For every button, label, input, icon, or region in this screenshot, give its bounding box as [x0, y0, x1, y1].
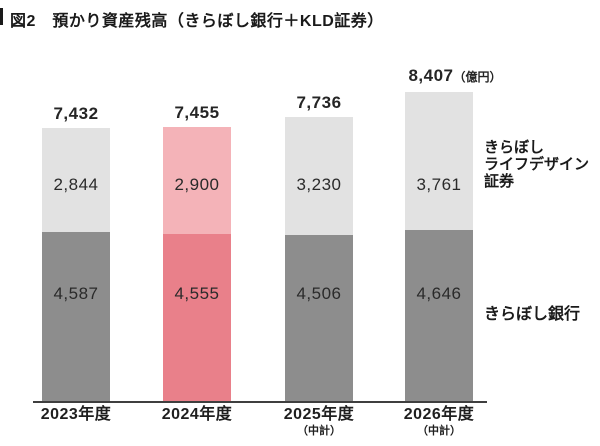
securities-value-label: 2,900	[174, 175, 220, 194]
securities-value-label: 2,844	[53, 175, 99, 194]
securities-value-label: 3,761	[416, 175, 462, 194]
bar-segment-securities	[163, 126, 231, 234]
legend-securities-line1: きらぼし	[484, 139, 545, 156]
total-label: 8,407（億円）	[408, 67, 501, 86]
bar-segment-securities	[285, 116, 353, 236]
bar-segment-bank	[163, 233, 231, 401]
bar-segment-bank	[42, 232, 110, 401]
securities-value-label: 3,230	[296, 175, 342, 194]
x-axis-label-2026: 2026年度	[403, 406, 475, 423]
x-axis-label-2024: 2024年度	[161, 406, 233, 423]
total-label: 7,455	[174, 102, 220, 122]
bar-segment-securities	[42, 127, 110, 233]
bar-column-2026: 8,407（億円） 3,761 4,646 2026年度 （中計）	[403, 0, 502, 446]
bank-value-label: 4,646	[416, 284, 462, 303]
unit-label: （億円）	[453, 69, 502, 84]
bar-segment-bank	[405, 230, 473, 401]
page-title: 図2 預かり資産残高（きらぼし銀行＋KLD証券）	[10, 13, 384, 30]
total-label: 7,432	[53, 103, 99, 123]
bar-column-2023: 7,432 2,844 4,587 2023年度	[40, 0, 112, 446]
bar-segment-bank	[285, 235, 353, 401]
legend-securities-line3: 証券	[484, 173, 515, 190]
legend-securities-line2: ライフデザイン	[484, 156, 590, 173]
legend-bank-label: きらぼし銀行	[484, 306, 581, 323]
x-axis-note-2026: （中計）	[417, 425, 461, 437]
x-axis-label-2025: 2025年度	[283, 406, 355, 423]
bar-column-2025: 7,736 3,230 4,506 2025年度 （中計）	[283, 0, 355, 446]
page-edge-mark	[0, 8, 3, 25]
bank-value-label: 4,555	[174, 284, 220, 303]
bank-value-label: 4,506	[296, 284, 342, 303]
bar-column-2024: 7,455 2,900 4,555 2024年度	[161, 0, 233, 446]
x-axis-line	[33, 401, 487, 403]
bar-segment-securities	[405, 91, 473, 231]
legend-securities-label: きらぼし ライフデザイン 証券	[484, 139, 589, 190]
total-value: 8,407	[408, 65, 454, 85]
x-axis-label-2023: 2023年度	[40, 406, 112, 423]
bank-value-label: 4,587	[53, 284, 99, 303]
x-axis-note-2025: （中計）	[297, 425, 341, 437]
total-label: 7,736	[296, 92, 342, 112]
